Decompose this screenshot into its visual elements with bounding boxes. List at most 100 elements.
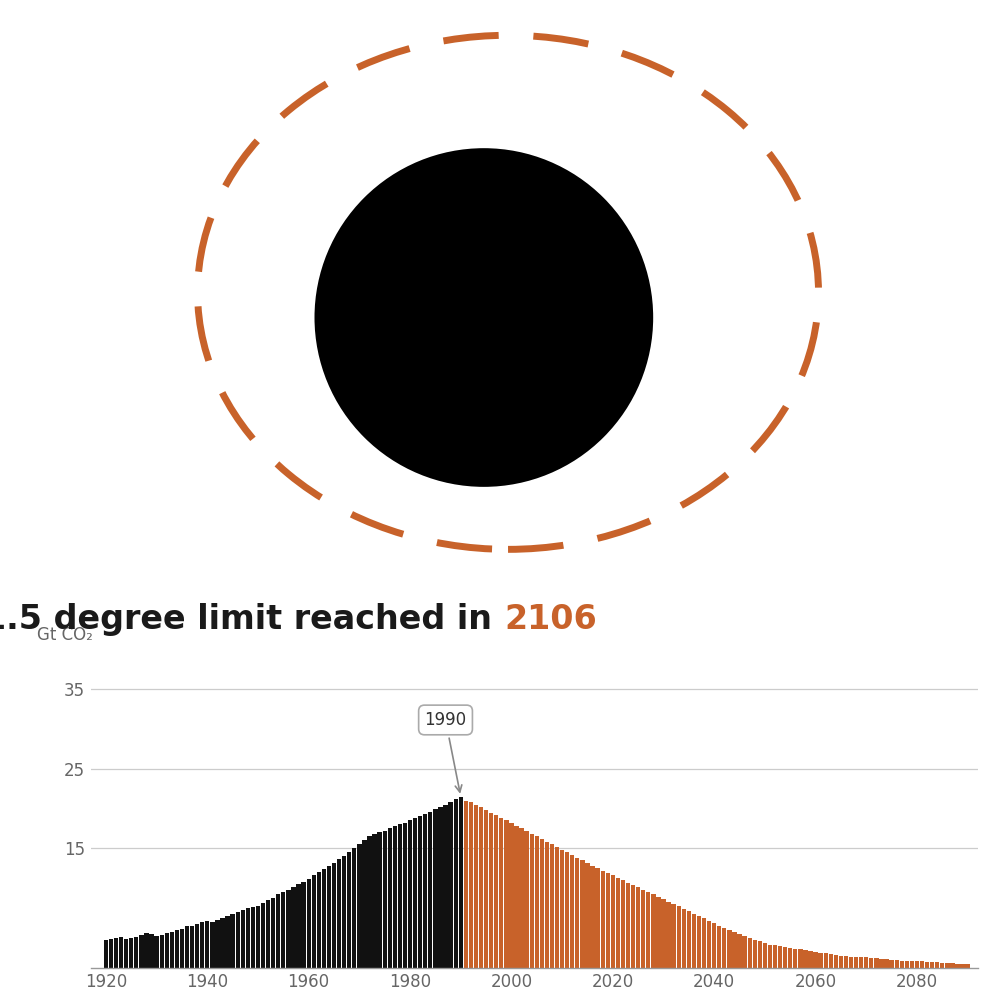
Bar	[697, 916, 702, 968]
Bar	[362, 841, 367, 968]
Bar	[783, 947, 787, 968]
Bar	[281, 892, 285, 968]
Bar	[554, 847, 559, 968]
Bar	[514, 826, 519, 968]
Bar	[256, 905, 260, 968]
Bar	[961, 964, 965, 968]
Bar	[894, 960, 899, 968]
Bar	[479, 807, 483, 968]
Bar	[464, 800, 468, 968]
Bar	[206, 920, 210, 968]
Bar	[854, 957, 858, 968]
Bar	[200, 922, 205, 968]
Bar	[884, 959, 889, 968]
Bar	[322, 869, 326, 968]
Bar	[504, 821, 508, 968]
Bar	[549, 845, 554, 968]
Text: 1.5 degree limit reached in: 1.5 degree limit reached in	[0, 604, 504, 636]
Bar	[717, 925, 722, 968]
Bar	[966, 964, 970, 968]
Bar	[347, 853, 352, 968]
Bar	[398, 825, 402, 968]
Bar	[940, 963, 944, 968]
Bar	[261, 903, 265, 968]
Bar	[879, 959, 884, 968]
Bar	[631, 885, 635, 968]
Bar	[671, 904, 675, 968]
Bar	[134, 936, 138, 968]
Bar	[909, 962, 914, 968]
Bar	[889, 960, 894, 968]
Bar	[681, 909, 685, 968]
Ellipse shape	[314, 148, 653, 487]
Bar	[144, 933, 148, 968]
Bar	[951, 963, 955, 968]
Bar	[408, 821, 412, 968]
Bar	[773, 946, 777, 968]
Bar	[311, 875, 316, 968]
Bar	[748, 938, 752, 968]
Bar	[793, 949, 797, 968]
Bar	[388, 829, 392, 968]
Bar	[818, 953, 823, 968]
Bar	[707, 920, 712, 968]
Bar	[469, 802, 473, 968]
Bar	[251, 907, 255, 968]
Bar	[129, 938, 133, 968]
Bar	[915, 962, 919, 968]
Bar	[241, 909, 245, 968]
Bar	[544, 842, 549, 968]
Bar	[342, 856, 347, 968]
Bar	[377, 833, 382, 968]
Bar	[231, 913, 235, 968]
Text: Gt CO₂: Gt CO₂	[37, 626, 94, 644]
Bar	[834, 955, 838, 968]
Bar	[438, 807, 443, 968]
Bar	[666, 901, 670, 968]
Bar	[636, 887, 640, 968]
Bar	[606, 873, 610, 968]
Bar	[616, 878, 620, 968]
Bar	[276, 894, 280, 968]
Bar	[686, 911, 691, 968]
Bar	[109, 939, 113, 968]
Bar	[899, 961, 904, 968]
Bar	[211, 921, 215, 968]
Bar	[383, 831, 387, 968]
Bar	[778, 947, 782, 968]
Bar	[661, 899, 665, 968]
Bar	[423, 814, 427, 968]
Bar	[428, 811, 432, 968]
Bar	[539, 839, 544, 968]
Bar	[164, 933, 169, 968]
Bar	[591, 866, 595, 968]
Bar	[829, 955, 833, 968]
Bar	[753, 939, 757, 968]
Bar	[352, 849, 357, 968]
Bar	[808, 951, 812, 968]
Bar	[114, 938, 118, 968]
Bar	[646, 892, 650, 968]
Bar	[641, 890, 645, 968]
Bar	[266, 900, 270, 968]
Bar	[702, 918, 707, 968]
Bar	[626, 883, 630, 968]
Bar	[184, 926, 190, 968]
Bar	[839, 956, 843, 968]
Bar	[139, 935, 143, 968]
Bar	[169, 931, 174, 968]
Bar	[499, 818, 503, 968]
Bar	[286, 890, 290, 968]
Bar	[676, 906, 680, 968]
Bar	[743, 935, 747, 968]
Bar	[459, 796, 463, 968]
Bar	[576, 858, 580, 968]
Bar	[296, 884, 300, 968]
Bar	[519, 829, 524, 968]
Bar	[301, 882, 305, 968]
Bar	[449, 802, 453, 968]
Bar	[174, 930, 179, 968]
Bar	[306, 879, 310, 968]
Bar	[859, 958, 863, 968]
Bar	[798, 950, 802, 968]
